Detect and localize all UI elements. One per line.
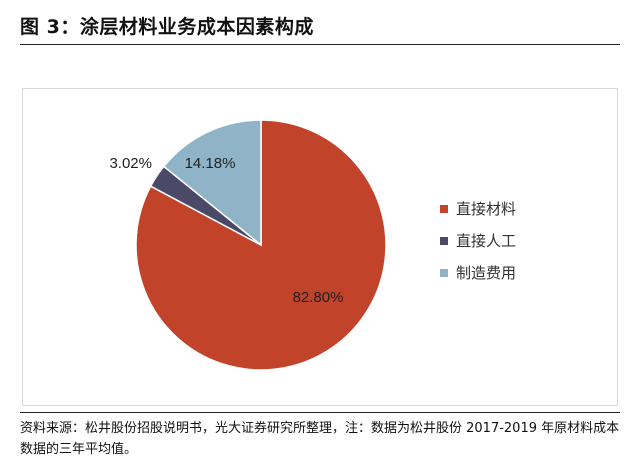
legend-label-3: 制造费用 — [456, 264, 516, 282]
pie-slice-3 — [162, 119, 262, 247]
legend-swatch-2 — [440, 237, 448, 245]
title-divider — [20, 44, 620, 45]
legend-label-2: 直接人工 — [456, 232, 516, 250]
data-label-1: 82.80% — [293, 289, 344, 306]
data-label-2: 3.02% — [109, 155, 152, 172]
page-title: 图 3：涂层材料业务成本因素构成 — [20, 16, 314, 38]
legend-swatch-3 — [440, 269, 448, 277]
data-label-3: 14.18% — [185, 155, 236, 172]
source-note: 资料来源：松井股份招股说明书，光大证券研究所整理，注：数据为松井股份 2017-… — [20, 421, 620, 457]
legend-label-1: 直接材料 — [456, 200, 516, 218]
footer-divider — [20, 412, 620, 413]
legend-swatch-1 — [440, 205, 448, 213]
chart-frame — [22, 88, 618, 406]
